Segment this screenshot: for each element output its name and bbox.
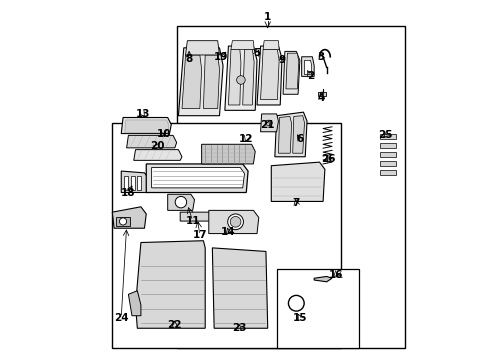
Polygon shape [146,164,247,193]
Polygon shape [180,212,212,221]
Bar [130,176,135,190]
Polygon shape [230,41,254,50]
Polygon shape [212,248,267,328]
Text: 16: 16 [327,270,342,280]
Text: 14: 14 [221,227,235,237]
Bar [176,26,405,348]
Text: 24: 24 [114,312,128,323]
Polygon shape [274,112,306,157]
Text: 9: 9 [278,55,285,65]
Circle shape [288,296,304,311]
Polygon shape [301,57,313,76]
Text: 6: 6 [296,134,303,144]
Text: 3: 3 [317,52,324,62]
Text: 21: 21 [260,120,274,130]
Polygon shape [126,135,176,148]
Text: 20: 20 [149,141,164,151]
Polygon shape [124,120,168,133]
Circle shape [175,197,186,208]
Polygon shape [257,46,282,105]
Polygon shape [292,116,304,153]
Polygon shape [203,55,219,109]
Text: 1: 1 [264,13,271,22]
Polygon shape [121,117,171,134]
Circle shape [230,216,241,227]
Polygon shape [283,51,299,94]
Bar [380,161,395,166]
Polygon shape [112,207,146,228]
Bar [124,176,128,190]
Bar [137,176,141,190]
Polygon shape [260,114,278,132]
Bar [276,269,358,348]
Text: 26: 26 [321,154,335,163]
Text: 13: 13 [135,109,150,119]
Text: 22: 22 [167,320,182,330]
Polygon shape [313,276,331,282]
Polygon shape [185,41,219,55]
Text: 4: 4 [317,93,325,103]
Text: 7: 7 [292,198,299,208]
Text: 5: 5 [253,48,260,58]
Polygon shape [182,55,201,109]
Text: 25: 25 [378,130,392,140]
Polygon shape [151,167,244,188]
Polygon shape [242,50,254,105]
Polygon shape [167,194,194,210]
Ellipse shape [264,120,272,126]
Text: 23: 23 [231,323,246,333]
Text: 11: 11 [185,216,200,226]
Polygon shape [128,291,141,316]
Polygon shape [208,210,258,234]
Text: 2: 2 [306,71,314,81]
Polygon shape [224,46,257,111]
Polygon shape [135,241,205,328]
Text: 19: 19 [214,52,228,62]
Polygon shape [260,50,279,100]
Polygon shape [178,48,223,116]
Bar [380,152,395,157]
Polygon shape [271,162,324,202]
Text: 15: 15 [292,312,306,323]
Polygon shape [285,53,298,89]
Polygon shape [134,150,182,160]
Text: 18: 18 [121,188,135,198]
Text: 12: 12 [239,134,253,144]
Bar [380,134,395,139]
Circle shape [227,214,243,230]
Text: 10: 10 [157,129,171,139]
Polygon shape [228,50,241,105]
Bar [112,123,340,348]
Polygon shape [201,144,255,164]
Text: 17: 17 [192,230,207,240]
Bar [380,170,395,175]
Circle shape [119,218,126,225]
Polygon shape [263,41,279,50]
Bar [380,143,395,148]
Polygon shape [278,116,291,153]
Circle shape [236,76,244,84]
Text: 8: 8 [185,54,192,64]
Bar [317,92,325,96]
Bar [116,217,130,226]
Polygon shape [304,60,311,75]
Polygon shape [121,171,149,193]
